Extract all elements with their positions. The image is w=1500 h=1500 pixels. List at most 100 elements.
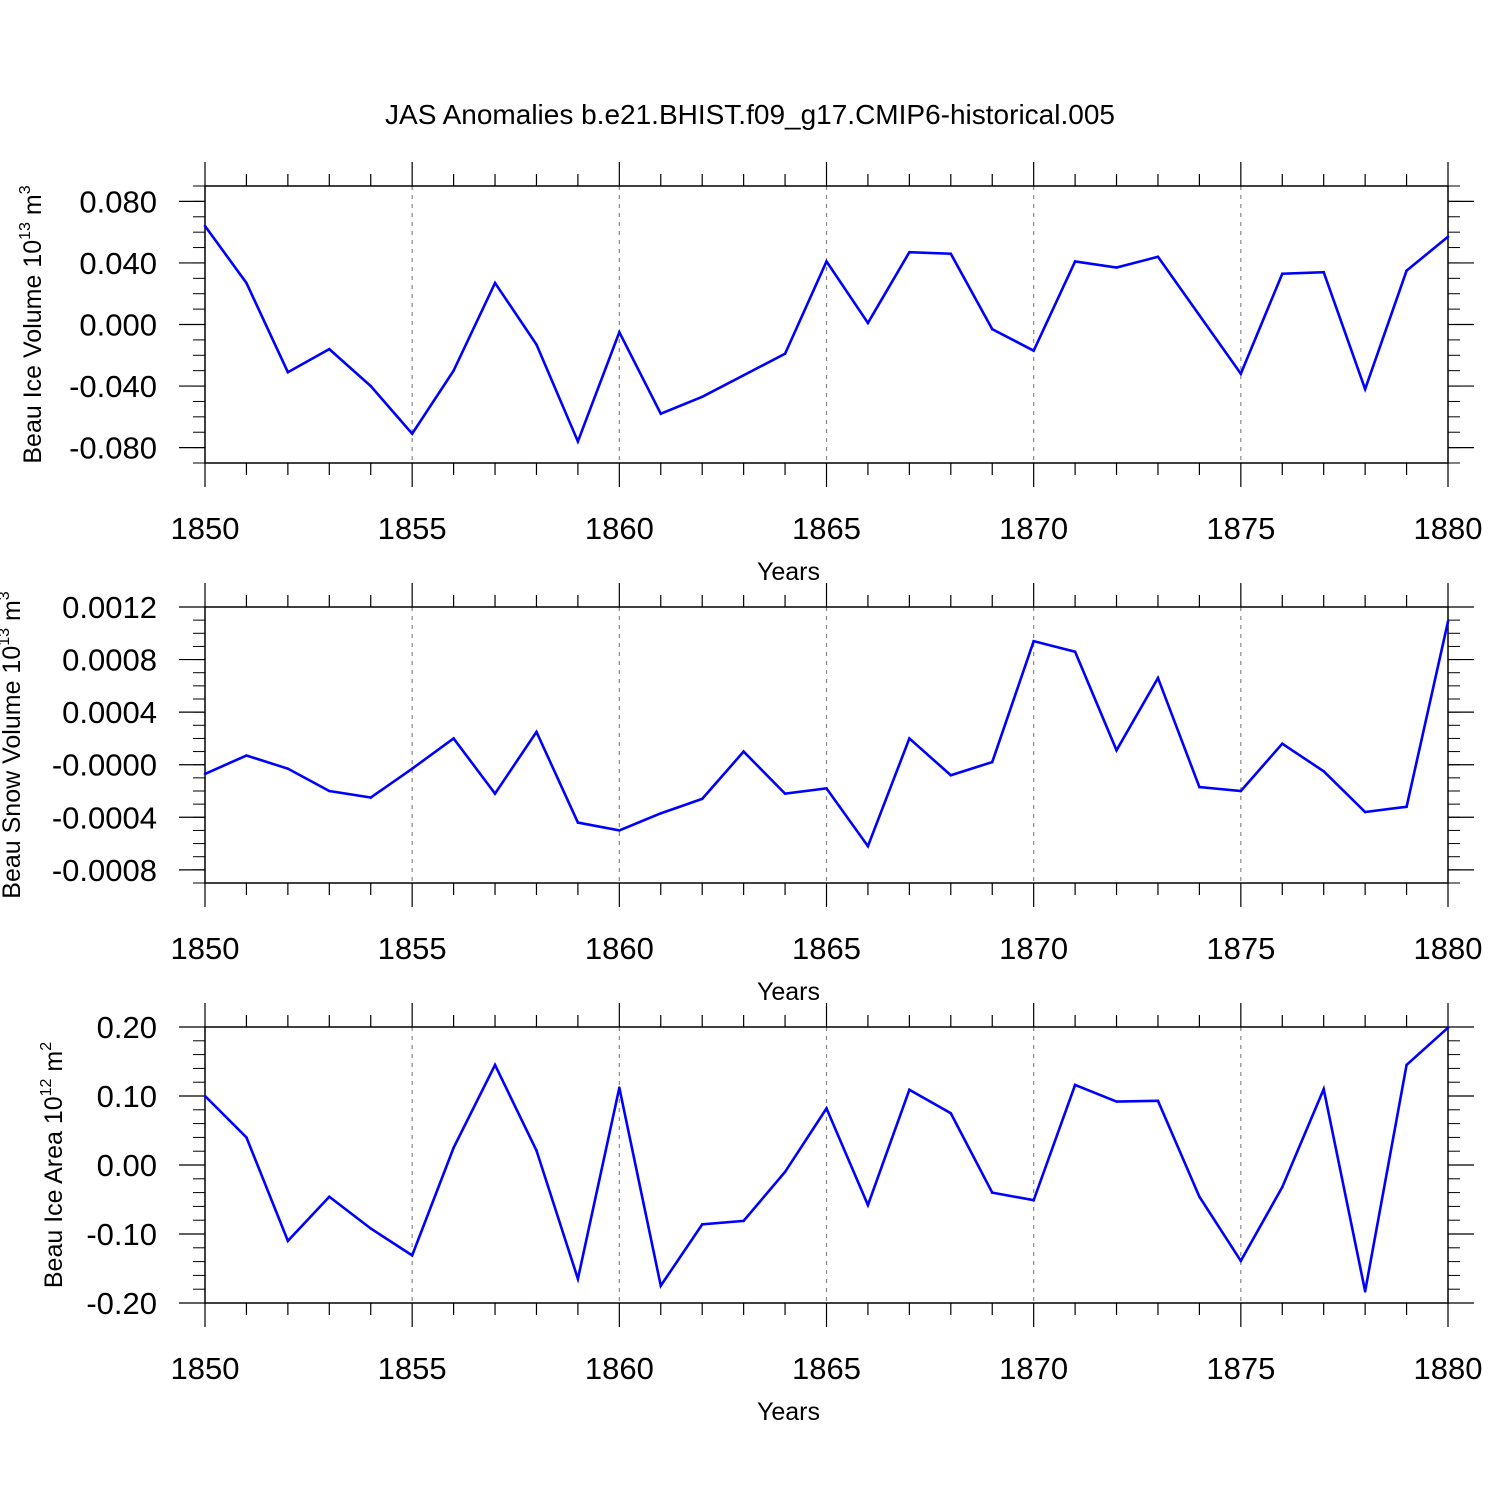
data-point: [576, 1277, 580, 1281]
x-tick-label: 1880: [1414, 931, 1483, 966]
data-point: [1405, 269, 1408, 272]
y-tick-label: 0.0008: [62, 643, 157, 678]
chart-title: JAS Anomalies b.e21.BHIST.f09_g17.CMIP6-…: [385, 99, 1115, 130]
data-point: [1405, 1063, 1408, 1067]
data-point: [535, 730, 538, 734]
data-point: [452, 1146, 455, 1150]
data-point: [825, 787, 828, 790]
y-tick-label: -0.080: [69, 431, 157, 466]
data-point: [659, 812, 663, 815]
x-tick-label: 1870: [999, 1351, 1068, 1386]
y-tick-label: 0.0004: [62, 695, 157, 730]
x-axis-label: Years: [757, 978, 820, 1006]
data-point: [618, 330, 621, 334]
x-tick-label: 1875: [1206, 931, 1275, 966]
data-point: [1115, 1100, 1118, 1103]
y-tick-label: -0.0004: [52, 800, 157, 835]
data-point: [369, 1227, 373, 1230]
data-point: [742, 373, 745, 377]
data-point: [908, 737, 911, 740]
data-point: [245, 1136, 248, 1139]
data-point: [203, 772, 207, 776]
data-point: [1280, 272, 1284, 276]
data-point: [369, 384, 373, 388]
data-point: [1198, 313, 1201, 317]
y-tick-label: -0.0008: [52, 853, 157, 888]
x-tick-label: 1870: [999, 511, 1068, 546]
data-point: [1198, 785, 1201, 789]
data-point: [535, 1149, 538, 1152]
data-point: [825, 1107, 828, 1110]
y-tick-label: -0.20: [86, 1286, 157, 1321]
data-point: [1073, 260, 1077, 263]
data-point: [783, 792, 787, 795]
x-tick-label: 1870: [999, 931, 1068, 966]
data-point: [245, 754, 248, 757]
y-tick-label: 0.00: [97, 1148, 157, 1183]
data-point: [1446, 1026, 1450, 1029]
x-tick-label: 1875: [1206, 1351, 1275, 1386]
x-axis-label: Years: [757, 558, 820, 586]
data-point: [908, 250, 911, 254]
data-point: [493, 792, 497, 795]
data-point: [286, 370, 290, 374]
data-point: [452, 369, 455, 372]
y-tick-label: 0.0012: [62, 590, 157, 625]
data-point: [1073, 650, 1077, 653]
y-axis-label: Beau Ice Area 1012 m2: [38, 1042, 68, 1288]
data-point: [535, 343, 538, 346]
data-point: [1446, 620, 1450, 623]
data-point: [1032, 639, 1035, 643]
data-point: [949, 773, 953, 777]
data-point: [576, 821, 580, 824]
data-point: [990, 760, 994, 764]
data-point: [1239, 1259, 1243, 1263]
y-tick-label: 0.10: [97, 1079, 157, 1114]
data-point: [990, 327, 994, 331]
data-point: [990, 1191, 994, 1194]
x-axis-label: Years: [757, 1398, 820, 1426]
data-point: [700, 1223, 704, 1226]
data-point: [1115, 266, 1118, 269]
data-point: [1280, 1185, 1284, 1189]
data-point: [742, 1219, 745, 1223]
data-point: [742, 750, 745, 753]
x-tick-label: 1850: [171, 1351, 240, 1386]
data-point: [866, 1203, 870, 1207]
data-point: [1446, 235, 1450, 239]
data-point: [1073, 1083, 1077, 1087]
panel-snow-volume: 0.0012 0.0008 0.0004 -0.0000 -0.0004 -0.0008 1…: [0, 583, 1482, 1006]
data-point: [1198, 1195, 1201, 1199]
data-point: [328, 789, 331, 793]
data-point: [783, 352, 787, 356]
data-point: [203, 1094, 207, 1098]
data-point: [493, 1063, 497, 1067]
y-tick-label: -0.10: [86, 1217, 157, 1252]
data-point: [1239, 372, 1243, 376]
data-point: [410, 432, 414, 436]
x-tick-label: 1850: [171, 511, 240, 546]
data-point: [1032, 349, 1035, 352]
x-tick-label: 1855: [378, 511, 447, 546]
x-tick-label: 1850: [171, 931, 240, 966]
y-tick-label: 0.000: [79, 308, 157, 343]
data-point: [328, 1195, 331, 1199]
data-point: [825, 260, 828, 263]
data-point: [1322, 769, 1325, 773]
data-point: [949, 252, 953, 256]
data-point: [1363, 1289, 1367, 1293]
data-point: [1322, 1087, 1325, 1091]
x-tick-label: 1860: [585, 511, 654, 546]
data-point: [949, 1111, 953, 1115]
data-point: [783, 1170, 787, 1174]
data-point: [576, 440, 580, 443]
data-point: [1032, 1198, 1035, 1202]
y-tick-label: 0.040: [79, 246, 157, 281]
data-point: [1156, 1099, 1160, 1103]
data-point: [410, 1254, 414, 1257]
data-point: [203, 224, 207, 228]
x-tick-label: 1860: [585, 1351, 654, 1386]
x-tick-label: 1865: [792, 511, 861, 546]
series-line: [204, 1026, 1449, 1292]
